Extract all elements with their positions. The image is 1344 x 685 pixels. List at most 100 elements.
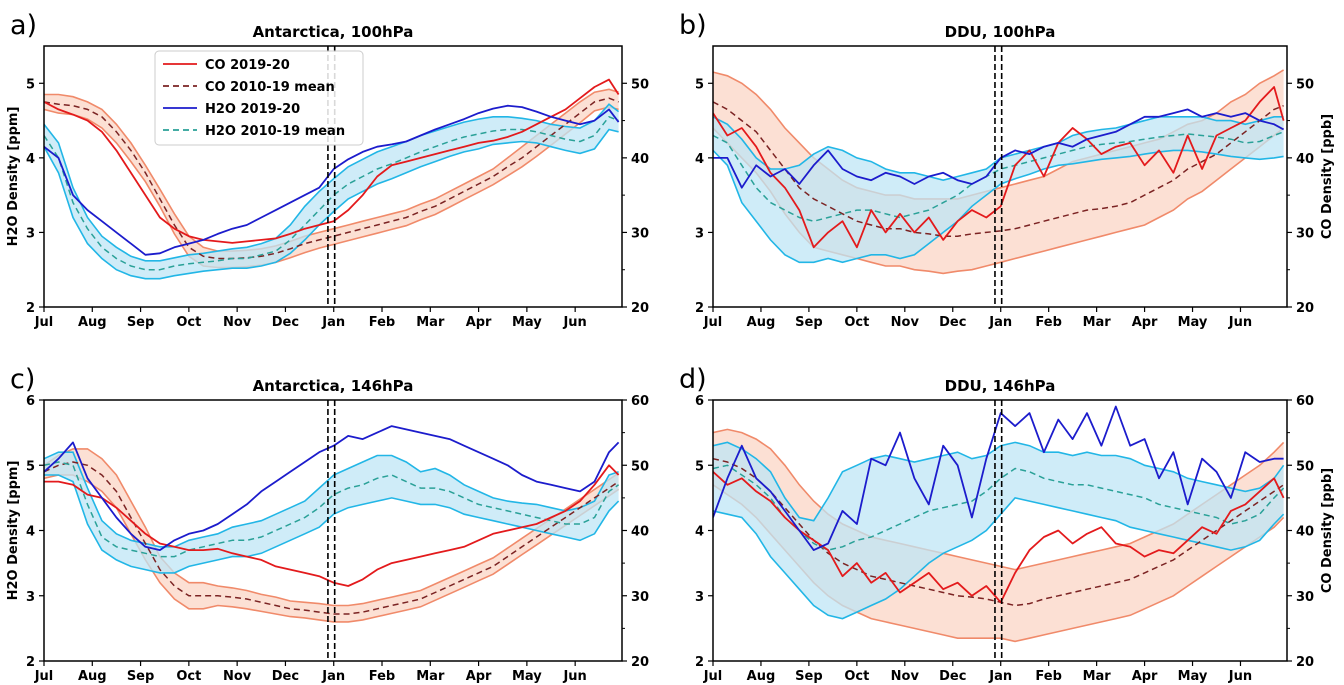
y2-tick-label: 40: [1296, 525, 1314, 540]
legend-label: CO 2010-19 mean: [205, 80, 335, 95]
y-tick-label: 5: [26, 77, 35, 92]
x-tick-label: May: [512, 315, 542, 330]
y2-tick-label: 20: [1296, 301, 1314, 316]
x-tick-label: Mar: [416, 315, 445, 330]
plot-area: [44, 425, 620, 623]
y-tick-label: 3: [695, 590, 704, 605]
x-tick-label: Mar: [1083, 669, 1112, 684]
x-tick-label: Jun: [1228, 669, 1252, 684]
x-tick-label: Apr: [466, 315, 492, 330]
h2o-mean-band: [44, 452, 619, 573]
y-tick-label: 2: [695, 301, 704, 316]
y2-tick-label: 50: [1296, 459, 1314, 474]
panel-b: Jul Aug Sep Oct Nov Dec Jan Feb Mar Apr May Jun 2 3 4 5…: [679, 10, 1335, 330]
h2o-2010-19-mean-lower-line: [44, 474, 620, 574]
co-mean-band: [44, 89, 619, 268]
co-2010-19-mean-series: [44, 461, 620, 615]
panel-letter: c): [10, 364, 35, 395]
panel-title: DDU, 100hPa: [945, 23, 1056, 41]
y2-tick-label: 50: [631, 459, 649, 474]
legend-label: H2O 2019-20: [205, 102, 300, 117]
x-tick-label: Feb: [1035, 315, 1061, 330]
x-tick-label: Jun: [562, 669, 586, 684]
co-2019-20-series: [713, 86, 1285, 249]
x-tick-label: Oct: [844, 669, 869, 684]
co-2019-20-series: [713, 471, 1285, 604]
y-tick-label: 6: [695, 394, 704, 409]
y2-tick-label: 60: [631, 394, 649, 409]
x-tick-label: Nov: [891, 669, 920, 684]
h2o-mean-band: [44, 104, 619, 279]
y2-tick-label: 20: [631, 301, 649, 316]
axes-frame: [43, 45, 623, 308]
h2o-2019-20-series: [44, 425, 620, 551]
y2-tick-label: 30: [1296, 226, 1314, 241]
x-tick-label: Jul: [703, 669, 723, 684]
h2o-2010-19-mean-lower-line: [713, 149, 1284, 264]
x-tick-label: Nov: [223, 315, 252, 330]
y2-tick-label: 40: [631, 525, 649, 540]
y-tick-label: 5: [695, 77, 704, 92]
y-tick-label: 4: [695, 152, 704, 167]
y-tick-label: 2: [26, 655, 35, 670]
x-tick-label: Jan: [988, 315, 1012, 330]
x-tick-label: Aug: [78, 669, 107, 684]
co-2019-20-series: [44, 464, 620, 587]
h2o-2010-19-mean-lower-line: [713, 497, 1285, 620]
legend-box: [154, 50, 364, 146]
plot-area: [44, 78, 620, 280]
panel-title: Antarctica, 100hPa: [253, 23, 414, 41]
y2-tick-label: 30: [631, 226, 649, 241]
y2-tick-label: 40: [1296, 152, 1314, 167]
legend-label: H2O 2010-19 mean: [205, 124, 345, 139]
y-tick-label: 5: [695, 459, 704, 474]
x-tick-label: Jun: [562, 315, 586, 330]
x-tick-label: Feb: [1035, 669, 1061, 684]
x-tick-label: Sep: [795, 315, 823, 330]
x-tick-label: Mar: [416, 669, 445, 684]
h2o-2010-19-mean-upper-line: [44, 103, 620, 262]
x-tick-label: Feb: [369, 669, 395, 684]
y-tick-label: 3: [26, 590, 35, 605]
axes-frame: [712, 45, 1288, 308]
panel-letter: d): [679, 364, 707, 395]
h2o-mean-band: [713, 442, 1284, 619]
h2o-2010-19-mean-series: [713, 131, 1284, 222]
legend: CO 2019-20 CO 2010-19 mean H2O 2019-20 H2O …: [154, 50, 364, 146]
h2o-2019-20-series: [44, 104, 620, 256]
panel-d: Jul Aug Sep Oct Nov Dec Jan Feb Mar Apr May Jun 2 3 4 5…: [679, 364, 1335, 684]
co-2010-19-mean-upper-line: [44, 88, 619, 252]
y-tick-label: 3: [695, 226, 704, 241]
y2-axis-label: CO Density [ppb]: [1320, 468, 1335, 593]
x-tick-label: Dec: [272, 669, 299, 684]
y2-tick-label: 30: [631, 590, 649, 605]
y-axis-label: H2O Density [ppm]: [6, 461, 21, 601]
h2o-2010-19-mean-series: [44, 116, 619, 271]
x-tick-label: Aug: [747, 669, 776, 684]
panel-title: DDU, 146hPa: [945, 377, 1056, 395]
y-tick-label: 5: [26, 459, 35, 474]
x-tick-label: Apr: [1132, 315, 1158, 330]
y2-tick-label: 20: [1296, 655, 1314, 670]
y2-tick-label: 50: [1296, 77, 1314, 92]
y2-tick-label: 50: [631, 77, 649, 92]
x-tick-label: Aug: [747, 315, 776, 330]
x-tick-label: Jul: [34, 669, 54, 684]
x-tick-label: Nov: [891, 315, 920, 330]
x-tick-label: Aug: [78, 315, 107, 330]
y-tick-label: 2: [26, 301, 35, 316]
co-mean-band: [44, 448, 619, 622]
y-axis-label: H2O Density [ppm]: [6, 107, 21, 247]
x-tick-label: Jul: [703, 315, 723, 330]
y-tick-label: 2: [695, 655, 704, 670]
panel-title: Antarctica, 146hPa: [253, 377, 414, 395]
h2o-2010-19-mean-upper-line: [713, 441, 1285, 522]
h2o-2010-19-mean-series: [713, 464, 1285, 551]
x-tick-label: Sep: [795, 669, 823, 684]
y2-tick-label: 40: [631, 152, 649, 167]
x-tick-label: Apr: [1132, 669, 1158, 684]
x-tick-label: Jan: [321, 669, 345, 684]
x-tick-label: May: [1178, 315, 1208, 330]
h2o-2019-20-series: [713, 108, 1285, 189]
